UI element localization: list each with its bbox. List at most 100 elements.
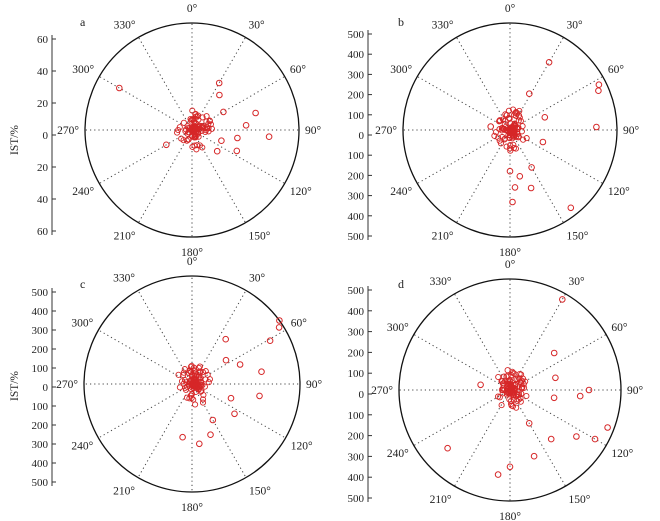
radial-gridline (191, 383, 247, 478)
cluster-point (515, 112, 523, 119)
angle-label: 330° (114, 19, 136, 31)
cluster-point (199, 368, 206, 376)
data-point (227, 394, 235, 402)
data-point (213, 147, 221, 155)
angle-label: 270° (371, 385, 393, 397)
angle-label: 0° (187, 3, 198, 15)
angle-label: 30° (249, 19, 266, 31)
angle-label: 330° (430, 276, 452, 288)
cluster-point (197, 368, 204, 375)
y-tick-label: 100 (348, 368, 365, 380)
cluster-point (180, 119, 187, 126)
angle-label: 150° (567, 231, 589, 243)
cluster-point (506, 115, 513, 122)
y-tick-label: 20 (37, 98, 49, 110)
y-tick-label: 500 (32, 287, 49, 299)
angle-label: 90° (627, 385, 644, 397)
y-tick-label: 40 (37, 194, 49, 206)
y-tick-label: 300 (348, 327, 365, 339)
y-tick-label: 400 (348, 306, 365, 318)
cluster-point (504, 367, 511, 374)
radial-gridline (413, 334, 511, 391)
cluster-point (199, 114, 206, 121)
radial-gridline (454, 293, 511, 391)
cluster-point (183, 379, 190, 386)
angle-label: 210° (432, 231, 454, 243)
radial-gridline (454, 389, 511, 487)
data-point (236, 361, 244, 368)
polar-boundary-circle (83, 275, 301, 493)
data-point (487, 123, 495, 130)
cluster-point (508, 390, 515, 397)
data-point (222, 335, 229, 343)
data-point (444, 444, 451, 452)
cluster-point (495, 134, 502, 141)
cluster-point (188, 362, 195, 369)
cluster-point (516, 375, 523, 382)
angle-label: 60° (291, 318, 308, 330)
cluster-point (512, 376, 519, 383)
panel-letter: a (80, 15, 86, 29)
cluster-point (193, 142, 201, 149)
cluster-point (192, 401, 199, 408)
data-point (207, 431, 214, 439)
cluster-point (203, 113, 210, 120)
cluster-point (522, 378, 529, 385)
radial-gridline (98, 383, 193, 439)
cluster-point (195, 124, 202, 131)
polar-panel-d: 500 400 300 200 100 0 100 200 300 400 500 d 0° 30° 60°… (348, 259, 644, 521)
cluster-point (191, 378, 198, 385)
data-point (266, 337, 274, 345)
data-point (550, 394, 558, 402)
y-tick-label: 300 (348, 69, 365, 81)
y-tick-label: 500 (348, 231, 365, 243)
cluster-point (518, 371, 525, 378)
y-tick-label: 400 (32, 306, 49, 318)
data-point (573, 433, 580, 440)
angle-label: 90° (305, 125, 322, 137)
data-point (494, 471, 502, 478)
polar-boundary-circle (402, 22, 618, 238)
data-point (506, 463, 514, 471)
cluster-point (498, 127, 505, 134)
angle-label: 150° (249, 486, 271, 498)
data-point (525, 420, 533, 427)
data-point (215, 79, 223, 87)
y-tick-label: 500 (348, 285, 365, 297)
radial-gridline (191, 290, 247, 385)
y-tick-label: 300 (32, 325, 49, 337)
cluster-point (185, 136, 192, 143)
cluster-point (206, 376, 213, 383)
y-tick-label: 300 (32, 439, 49, 451)
angle-label: 150° (249, 231, 271, 243)
data-point (209, 416, 217, 424)
cluster-point (180, 380, 187, 387)
angle-label: 90° (623, 125, 640, 137)
panel-letter: d (398, 277, 404, 291)
y-tick-label: 200 (348, 347, 365, 359)
polar-boundary-circle (398, 278, 622, 502)
panel-letter: c (80, 277, 85, 291)
data-point (552, 374, 559, 382)
y-tick-label: 0 (359, 130, 365, 142)
data-point (256, 392, 263, 400)
cluster-point (506, 396, 513, 403)
cluster-point (507, 397, 514, 405)
data-point (585, 386, 593, 394)
cluster-point (205, 379, 212, 386)
cluster-point (512, 133, 519, 140)
angle-label: 120° (290, 186, 312, 198)
cluster-point (180, 372, 187, 379)
angle-label: 330° (432, 19, 454, 31)
y-tick-label: 60 (37, 226, 49, 238)
angle-label: 240° (72, 186, 94, 198)
cluster-point (503, 143, 510, 150)
y-tick-label: 100 (348, 410, 365, 422)
data-point (233, 147, 241, 155)
cluster-point (494, 393, 502, 400)
y-tick-label: 100 (32, 401, 49, 413)
cluster-point (517, 398, 524, 405)
y-tick-label: 100 (348, 110, 365, 122)
data-point (526, 90, 533, 97)
y-tick-label: 0 (43, 382, 49, 394)
